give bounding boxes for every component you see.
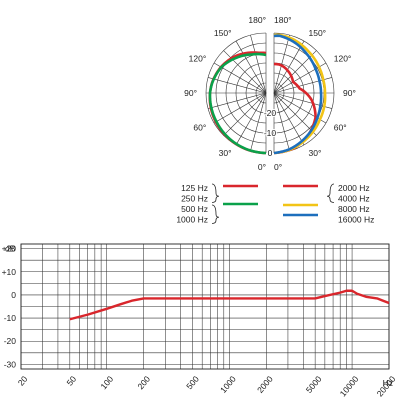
freq-x-tick-label: 20 (16, 374, 30, 388)
polar-spoke-right (273, 92, 305, 146)
frequency-response-plot: +20 +10 0 -10 -20 -30 dB 20 50 100 200 500 1000 2000 5… (2, 243, 398, 399)
legend-label-left: 125 Hz (181, 183, 208, 193)
polar-angle-label-left: 150° (214, 28, 232, 38)
polar-series-right-yellow (273, 33, 327, 155)
polar-angle-label-right: 0° (274, 162, 282, 172)
freq-plot-frame (20, 243, 390, 370)
polar-angle-label-left: 120° (189, 54, 207, 64)
freq-x-tick-label: 2000 (255, 374, 275, 395)
legend-label-left: 500 Hz (181, 204, 208, 214)
legend-label-right: 2000 Hz (338, 183, 370, 193)
freq-x-tick-label: 10000 (338, 374, 361, 399)
polar-spoke-left (223, 50, 267, 94)
polar-angle-label-right: 90° (343, 88, 356, 98)
polar-series-left-red (208, 51, 267, 155)
polar-angle-label-left: 180° (248, 15, 266, 25)
polar-spoke-left (207, 77, 267, 94)
freq-x-unit-label: Hz (383, 378, 393, 388)
polar-spoke-right (273, 34, 290, 94)
freq-x-tick-label: 50 (65, 374, 79, 388)
legend-brace-left (211, 183, 220, 203)
polar-spoke-right (273, 92, 317, 136)
legend-label-right: 8000 Hz (338, 204, 370, 214)
polar-radial-label: 0 (268, 148, 273, 158)
polar-spoke-left (213, 92, 267, 124)
polar-angle-label-right: 150° (309, 28, 327, 38)
polar-spoke-left (235, 40, 267, 94)
freq-x-tick-label: 5000 (304, 374, 324, 395)
polar-series-left-green (208, 52, 267, 155)
polar-spoke-left (250, 34, 267, 94)
polar-spoke-right (273, 92, 290, 152)
polar-divider (266, 31, 274, 155)
freq-y-tick-label: -30 (4, 359, 17, 369)
freq-y-unit-label: dB (5, 244, 16, 254)
polar-angle-label-right: 60° (334, 123, 347, 133)
polar-angle-label-left: 0° (258, 162, 266, 172)
polar-radial-label: -20 (264, 108, 277, 118)
polar-series-right-blue (273, 34, 323, 155)
freq-x-tick-label: 500 (184, 374, 201, 392)
polar-angle-label-left: 60° (193, 123, 206, 133)
legend-label-right: 4000 Hz (338, 194, 370, 204)
freq-y-tick-label: +20 (2, 244, 17, 254)
polar-spoke-right (273, 62, 327, 94)
polar-radial-label: -10 (264, 128, 277, 138)
freq-response-curve (69, 289, 390, 321)
polar-spoke-left (250, 92, 267, 152)
polar-series-right-red (273, 62, 317, 155)
polar-pattern-plot: -20 -10 0 180° 180° 150° 150° 120° 120° 90° 90° 60°… (184, 15, 356, 172)
polar-spoke-left (235, 92, 267, 146)
polar-spoke-right (273, 92, 333, 109)
polar-angle-label-left: 30° (219, 148, 232, 158)
polar-spoke-left (207, 92, 267, 109)
freq-x-tick-label: 1000 (218, 374, 238, 395)
freq-y-tick-label: -10 (4, 313, 17, 323)
polar-angle-label-right: 120° (334, 54, 352, 64)
freq-x-tick-label: 200 (135, 374, 152, 392)
freq-y-tick-label: -20 (4, 336, 17, 346)
legend-brace-left (211, 204, 220, 224)
legend-brace-right (326, 183, 335, 203)
polar-spoke-right (273, 40, 305, 94)
polar-angle-label-right: 180° (274, 15, 292, 25)
polar-spoke-left (223, 92, 267, 136)
legend-label-left: 1000 Hz (176, 215, 208, 225)
legend-label-right: 16000 Hz (338, 215, 374, 225)
freq-y-tick-label: +10 (2, 267, 17, 277)
freq-x-tick-label: 100 (98, 374, 115, 392)
freq-y-tick-label: 0 (11, 290, 16, 300)
polar-angle-label-left: 90° (184, 88, 197, 98)
legend-label-left: 250 Hz (181, 194, 208, 204)
polar-angle-label-right: 30° (309, 148, 322, 158)
polar-spoke-left (213, 62, 267, 94)
